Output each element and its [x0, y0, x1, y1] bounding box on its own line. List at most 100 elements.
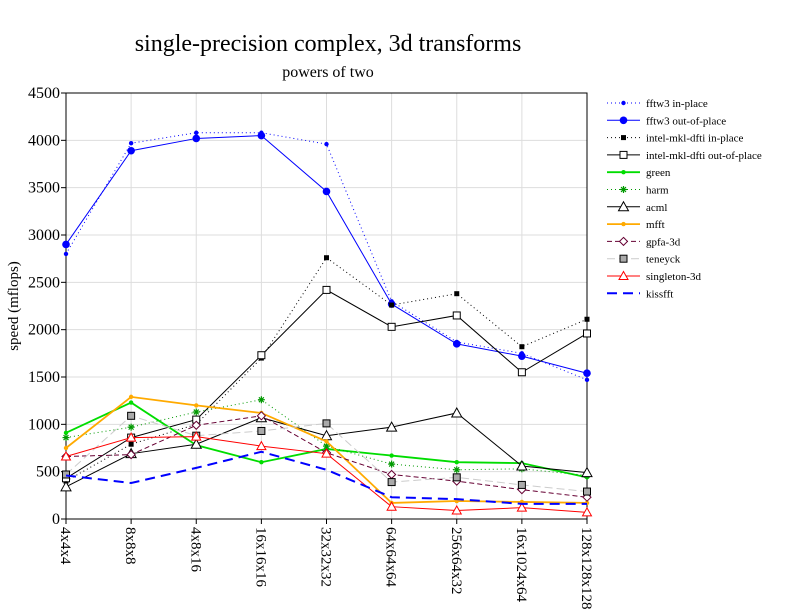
data-point [192, 408, 200, 416]
legend-label: fftw3 in-place [646, 98, 708, 110]
y-axis-label: speed (mflops) [6, 261, 22, 351]
series-line [65, 415, 588, 498]
data-point [452, 340, 461, 348]
legend-item: harm [607, 185, 669, 197]
legend-label: fftw3 out-of-place [646, 115, 726, 127]
y-tick-label: 1000 [28, 416, 60, 433]
legend-item: singleton-3d [607, 270, 701, 283]
data-point [324, 141, 329, 147]
data-point [518, 352, 526, 360]
legend: fftw3 in-place fftw3 out-of-place intel-mk… [607, 98, 762, 300]
data-point [127, 423, 135, 431]
data-point [128, 140, 134, 146]
data-point [62, 240, 70, 249]
data-point [584, 316, 590, 322]
data-point [584, 377, 590, 383]
data-point [619, 116, 628, 125]
data-point [128, 394, 134, 400]
data-point [192, 134, 201, 143]
x-tick-label: 4x4x4 [57, 527, 73, 565]
data-point [190, 431, 202, 441]
x-tick-label: 16x1024x64 [513, 527, 529, 603]
legend-label: teneyck [646, 254, 681, 266]
data-point [517, 368, 526, 377]
x-tick-label: 8x8x8 [122, 527, 138, 565]
data-point [583, 487, 591, 496]
data-point [191, 420, 201, 430]
legend-item: fftw3 in-place [607, 98, 708, 110]
legend-item: teneyck [607, 254, 681, 266]
x-tick-label: 32x32x32 [318, 527, 334, 587]
data-point [128, 441, 134, 447]
data-point [618, 270, 629, 280]
data-point [617, 200, 630, 212]
data-point [128, 400, 134, 405]
legend-item: fftw3 out-of-place [607, 115, 726, 127]
chart-title: single-precision complex, 3d transforms [135, 31, 522, 57]
x-tick-label: 256x64x32 [448, 527, 464, 595]
legend-item: intel-mkl-dfti in-place [607, 133, 744, 145]
data-point [324, 439, 329, 444]
legend-label: singleton-3d [646, 271, 701, 283]
data-point [389, 453, 394, 458]
x-tick-label: 64x64x64 [383, 527, 399, 588]
data-point [581, 506, 593, 517]
y-tick-label: 2000 [28, 322, 60, 339]
data-point [583, 369, 591, 378]
y-tick-label: 0 [52, 511, 60, 528]
y-tick-label: 2500 [28, 274, 60, 291]
y-tick-label: 4000 [28, 132, 60, 149]
series-line [65, 450, 587, 505]
data-point [516, 459, 528, 471]
data-point [451, 504, 463, 515]
data-point [194, 403, 199, 408]
data-point [194, 130, 199, 135]
series-layer [60, 130, 593, 517]
x-tick-label: 128x128x128 [578, 527, 594, 610]
legend-label: intel-mkl-dfti in-place [646, 133, 744, 145]
legend-item: gpfa-3d [607, 236, 681, 248]
data-point [63, 445, 69, 451]
data-point [516, 502, 528, 512]
data-point [125, 432, 137, 442]
data-point [127, 146, 135, 155]
data-point [126, 449, 136, 460]
data-point [385, 421, 398, 432]
y-tick-label: 3500 [28, 180, 60, 197]
series-line [65, 132, 588, 381]
data-point [454, 291, 460, 297]
legend-label: intel-mkl-dfti out-of-place [646, 150, 762, 162]
legend-item: mfft [607, 219, 665, 231]
data-point [386, 501, 397, 511]
data-point [62, 470, 70, 479]
data-point [63, 430, 69, 436]
data-point [190, 438, 203, 449]
legend-label: gpfa-3d [646, 236, 681, 248]
data-point [387, 478, 396, 487]
y-tick-label: 3000 [28, 227, 60, 244]
legend-label: harm [646, 185, 669, 197]
data-point [387, 322, 396, 331]
data-point [322, 419, 331, 428]
data-point [517, 480, 526, 489]
data-point [389, 302, 395, 308]
data-point [581, 466, 593, 478]
data-point [519, 344, 525, 350]
x-tick-label: 16x16x16 [252, 527, 268, 588]
data-point [60, 451, 72, 461]
legend-item: green [607, 167, 671, 179]
data-point [322, 285, 331, 294]
plot-frame [65, 92, 588, 520]
axes: 0 500 1000 1500 2000 2500 3000 3500 4000 4500 4x4x… [28, 85, 594, 610]
data-point [256, 440, 267, 451]
legend-label: green [646, 167, 671, 179]
data-point [619, 254, 628, 263]
y-tick-label: 4500 [28, 85, 60, 102]
data-point [388, 460, 396, 468]
data-point [256, 411, 267, 421]
series-line [65, 415, 588, 493]
series-singleton-3d [60, 431, 593, 517]
legend-item: acml [607, 200, 667, 214]
legend-label: kissfft [646, 288, 673, 300]
data-point [583, 329, 591, 338]
